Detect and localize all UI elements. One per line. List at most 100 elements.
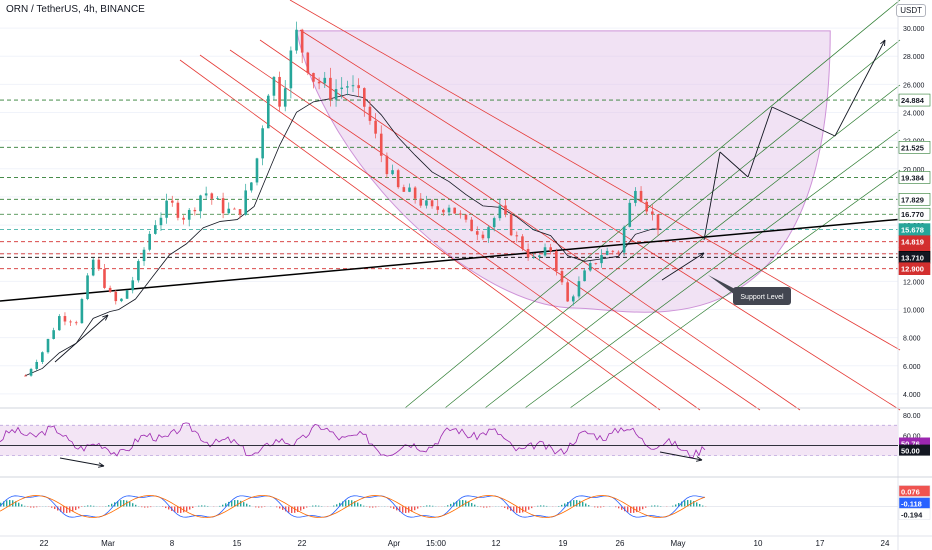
price-level-tag-label: 24.884 <box>901 96 925 105</box>
macd-histogram-bar <box>54 506 56 510</box>
rsi-line <box>0 422 706 459</box>
price-level-tag <box>898 262 931 275</box>
arrow-bounce-1-head <box>102 314 109 321</box>
macd-histogram-bar <box>486 506 488 508</box>
macd-histogram-bar <box>258 506 260 508</box>
candle-body <box>283 88 287 107</box>
macd-histogram-bar <box>468 501 470 507</box>
candle-body <box>442 209 445 213</box>
projection-arrow <box>834 39 886 137</box>
macd-histogram-bar <box>168 506 170 510</box>
macd-histogram-bar <box>600 506 602 508</box>
rsi-arrow-1-head <box>98 462 105 468</box>
macd-histogram-bar <box>414 506 416 511</box>
candle-body <box>159 217 163 226</box>
time-axis-tick: 22 <box>298 539 307 548</box>
candle-body <box>504 205 507 215</box>
candle-body <box>656 214 660 230</box>
macd-histogram-bar <box>63 506 65 513</box>
rsi-axis-tick: 80.00 <box>903 413 921 420</box>
macd-histogram-bar <box>165 506 167 509</box>
candle-body <box>374 120 377 134</box>
macd-histogram-bar <box>396 506 398 511</box>
macd-histogram-bar <box>699 504 701 507</box>
rsi-level-tag <box>899 444 930 456</box>
red-channel-line <box>289 0 901 351</box>
macd-histogram-bar <box>642 506 644 510</box>
macd-histogram-bar <box>426 505 428 507</box>
macd-histogram-bar <box>615 506 617 508</box>
price-level-tag-label: 15.678 <box>901 226 924 235</box>
macd-histogram-bar <box>588 505 590 507</box>
arrow-bounce-1 <box>54 314 109 363</box>
macd-histogram-bar <box>450 503 452 507</box>
candle-body <box>475 231 479 235</box>
candle-body <box>515 235 519 237</box>
macd-histogram-bar <box>147 506 149 508</box>
candle-body <box>216 198 219 199</box>
candle-body <box>80 299 84 324</box>
macd-histogram-bar <box>630 506 632 513</box>
candle-body <box>35 361 39 369</box>
price-level-tag <box>898 207 931 221</box>
macd-histogram-bar <box>354 501 356 507</box>
candle-body <box>379 133 383 156</box>
candle-body <box>509 214 513 236</box>
macd-value-label: 0.076 <box>901 488 920 497</box>
candle-body <box>278 76 281 107</box>
projection-path <box>703 151 721 241</box>
macd-histogram-bar <box>489 506 491 508</box>
currency-badge[interactable]: USDT <box>896 4 926 17</box>
macd-histogram-bar <box>579 500 581 507</box>
support-level-label: Support Level <box>740 294 784 301</box>
macd-histogram-bar <box>36 506 38 508</box>
candle-body <box>470 219 473 232</box>
candle-body <box>334 89 338 100</box>
macd-histogram-bar <box>276 506 278 508</box>
price-level-tag-label: 16.770 <box>901 210 924 219</box>
candle-body <box>340 87 344 90</box>
macd-histogram-bar <box>417 506 419 509</box>
candle-body <box>628 202 632 227</box>
macd-histogram-bar <box>651 505 653 507</box>
macd-histogram-bar <box>222 504 224 507</box>
candle-body <box>538 255 541 257</box>
macd-histogram-bar <box>342 501 344 507</box>
macd-histogram-bar <box>702 505 704 507</box>
macd-histogram-bar <box>315 505 317 507</box>
candle-body <box>204 193 208 196</box>
candle-body <box>385 155 389 175</box>
rsi-arrow-2 <box>659 451 703 461</box>
macd-histogram-bar <box>183 506 185 513</box>
macd-histogram-bar <box>51 506 53 508</box>
candle-body <box>29 368 33 376</box>
macd-histogram-bar <box>87 505 89 507</box>
macd-histogram-bar <box>297 506 299 512</box>
macd-histogram-bar <box>66 506 68 514</box>
macd-histogram-bar <box>144 506 146 508</box>
macd-histogram-bar <box>219 505 221 507</box>
rsi-axis-tick: 60.00 <box>903 433 921 440</box>
candle-body <box>425 200 428 206</box>
macd-histogram-bar <box>303 506 305 510</box>
macd-histogram-bar <box>681 501 683 507</box>
macd-histogram-bar <box>24 505 26 507</box>
macd-histogram-bar <box>78 506 80 509</box>
candle-body <box>97 259 101 270</box>
time-axis-tick: Mar <box>101 539 115 548</box>
candle-body <box>487 227 490 239</box>
time-axis-tick: 22 <box>40 539 49 548</box>
candle-body <box>125 290 129 299</box>
price-axis-tick: 8.000 <box>903 336 921 343</box>
macd-histogram-bar <box>474 504 476 507</box>
candle-body <box>120 298 123 302</box>
candle-body <box>131 280 135 291</box>
green-channel-line <box>524 129 901 409</box>
macd-histogram-bar <box>411 506 413 512</box>
candle-body <box>227 208 231 214</box>
macd-histogram-bar <box>180 506 182 513</box>
candle-body <box>266 95 270 129</box>
macd-histogram-bar <box>243 502 245 507</box>
